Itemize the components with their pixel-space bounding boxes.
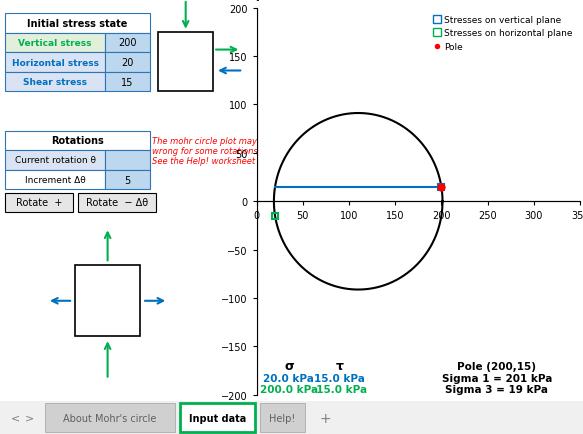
Text: τ: τ: [253, 0, 260, 4]
Text: 20.0 kPa: 20.0 kPa: [264, 374, 314, 384]
Bar: [5, 193, 73, 213]
Bar: [5, 170, 105, 190]
Text: <: <: [10, 413, 20, 423]
Text: τ: τ: [336, 359, 344, 372]
Bar: [105, 151, 150, 170]
Text: Horizontal stress: Horizontal stress: [12, 59, 99, 67]
Bar: [105, 33, 150, 53]
Text: Rotate  − Δθ: Rotate − Δθ: [86, 198, 148, 208]
Text: Sigma 3 = 19 kPa: Sigma 3 = 19 kPa: [445, 384, 549, 394]
Text: σ: σ: [284, 359, 294, 372]
Text: 15.0 kPa: 15.0 kPa: [314, 374, 365, 384]
Text: +: +: [319, 411, 331, 425]
Text: Sigma 1 = 201 kPa: Sigma 1 = 201 kPa: [442, 374, 552, 384]
Text: Input data: Input data: [189, 413, 246, 423]
Bar: [5, 151, 105, 170]
Text: wrong for some rotations: wrong for some rotations: [152, 147, 258, 156]
Text: 5: 5: [125, 175, 131, 185]
Text: Shear stress: Shear stress: [23, 78, 87, 87]
Bar: [5, 14, 150, 33]
Bar: [105, 170, 150, 190]
Bar: [78, 193, 156, 213]
Text: Rotations: Rotations: [51, 136, 104, 146]
Text: 15: 15: [121, 78, 134, 87]
Text: Rotate  +: Rotate +: [16, 198, 62, 208]
Text: 200: 200: [118, 39, 137, 48]
Bar: [105, 72, 150, 92]
Text: Help!: Help!: [269, 413, 296, 423]
Bar: [260, 404, 305, 432]
Text: See the Help! worksheet: See the Help! worksheet: [152, 157, 255, 166]
Bar: [158, 33, 213, 92]
Text: >: >: [26, 413, 34, 423]
Bar: [105, 53, 150, 72]
Text: -15.0 kPa: -15.0 kPa: [312, 384, 367, 394]
Text: Initial stress state: Initial stress state: [27, 19, 128, 29]
Bar: [5, 131, 150, 151]
Text: Current rotation θ: Current rotation θ: [15, 156, 96, 165]
Text: About Mohr's circle: About Mohr's circle: [64, 413, 157, 423]
Legend: Stresses on vertical plane, Stresses on horizontal plane, Pole: Stresses on vertical plane, Stresses on …: [431, 13, 575, 55]
Bar: [5, 72, 105, 92]
Text: Vertical stress: Vertical stress: [18, 39, 92, 48]
Bar: [45, 404, 175, 432]
Text: 200.0 kPa: 200.0 kPa: [260, 384, 318, 394]
Bar: [75, 266, 140, 336]
Text: The mohr circle plot may be: The mohr circle plot may be: [152, 137, 271, 146]
Text: Pole (200,15): Pole (200,15): [458, 361, 536, 371]
Text: 20: 20: [121, 58, 134, 68]
Bar: [180, 404, 255, 432]
Bar: [5, 33, 105, 53]
Bar: [5, 53, 105, 72]
Text: Increment Δθ: Increment Δθ: [24, 176, 86, 184]
